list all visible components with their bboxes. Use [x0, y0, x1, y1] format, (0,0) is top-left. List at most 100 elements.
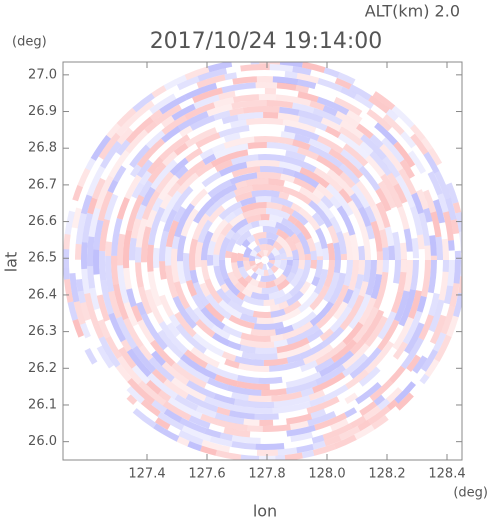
radar-cell — [400, 337, 424, 370]
radar-cell — [349, 193, 364, 210]
radar-cell — [109, 365, 131, 391]
radar-cell — [265, 430, 288, 438]
radar-cell — [74, 259, 82, 280]
radar-cell — [195, 241, 204, 268]
radar-cell — [216, 288, 232, 305]
radar-cell — [375, 187, 392, 212]
radar-cell — [275, 221, 295, 238]
radar-cell — [159, 193, 173, 210]
radar-cell — [338, 188, 353, 204]
radar-cell — [200, 413, 219, 426]
radar-cell — [358, 245, 366, 260]
radar-cell — [106, 123, 121, 139]
radar-cell — [398, 370, 418, 392]
radar-cell — [279, 62, 303, 68]
radar-cell — [123, 267, 132, 290]
radar-cell — [349, 84, 372, 101]
radar-cell — [400, 260, 408, 273]
radar-cell — [72, 185, 83, 202]
radar-cell — [308, 138, 332, 154]
radar-cell — [430, 255, 437, 260]
radar-cell — [401, 201, 418, 239]
radar-cell — [453, 233, 461, 252]
radar-cell — [286, 324, 320, 345]
radar-cell — [281, 367, 318, 383]
radar-cell — [445, 197, 457, 221]
radar-cell — [365, 225, 375, 240]
radar-cell — [231, 62, 251, 67]
radar-cell — [92, 249, 100, 275]
radar-cell — [185, 127, 218, 148]
radar-cell — [260, 213, 270, 221]
radar-cell — [255, 267, 265, 276]
radar-cell — [117, 355, 143, 385]
radar-cell — [370, 274, 383, 300]
radar-cell — [232, 76, 257, 85]
radar-cell — [422, 341, 436, 359]
radar-cell — [171, 377, 207, 402]
radar-cell — [376, 251, 384, 260]
radar-cell — [163, 74, 187, 91]
radar-cell — [238, 266, 249, 280]
radar-cell — [233, 207, 244, 217]
radar-cell — [434, 170, 451, 200]
radar-cell — [311, 212, 325, 227]
radar-cell — [171, 235, 180, 250]
radar-cell — [400, 242, 407, 260]
radar-cell — [432, 332, 447, 352]
radar-cell — [80, 322, 91, 339]
radar-cell — [126, 386, 145, 404]
radar-cell — [299, 167, 330, 189]
radar-cell — [418, 314, 434, 341]
radar-cell — [216, 406, 231, 416]
radar-cell — [231, 435, 261, 444]
radar-cell — [240, 196, 257, 207]
radar-cell — [125, 129, 149, 154]
radar-cell — [278, 247, 286, 255]
radar-cell — [398, 168, 417, 195]
radar-cell — [359, 401, 378, 417]
radar-cell — [297, 91, 319, 103]
radar-cell — [71, 207, 82, 229]
radar-cell — [296, 444, 314, 454]
radar-cell — [297, 146, 319, 161]
radar-cell — [243, 246, 253, 258]
radar-cell — [277, 112, 300, 122]
radar-cell — [266, 232, 279, 241]
radar-cell — [312, 443, 336, 456]
radar-cell — [234, 281, 246, 293]
radar-cell — [184, 154, 203, 171]
radar-cell — [393, 260, 401, 284]
radar-cell — [404, 322, 425, 354]
radar-cell — [272, 76, 299, 85]
radar-cell — [315, 364, 346, 386]
radar-cell — [267, 238, 276, 246]
radar-cell — [348, 260, 359, 291]
radar-cell — [220, 222, 234, 237]
radar-cell — [275, 88, 299, 98]
radar-cell — [176, 76, 200, 91]
radar-cell — [148, 356, 175, 382]
radar-cell — [427, 147, 443, 166]
radar-cell — [323, 260, 335, 288]
radar-cell — [132, 345, 156, 373]
radar-cell — [222, 324, 243, 339]
radar-cell — [246, 118, 284, 126]
radar-cell — [420, 137, 433, 151]
radar-cell — [392, 316, 414, 351]
radar-cell — [157, 329, 184, 359]
radar-cell — [224, 358, 240, 369]
radar-cell — [225, 250, 232, 258]
radar-cell — [437, 193, 449, 213]
radar-cell — [265, 280, 276, 288]
radar-cell — [321, 247, 329, 260]
radar-cell — [269, 64, 294, 72]
radar-cell — [259, 165, 284, 174]
radar-cell — [90, 135, 111, 161]
radar-cell — [136, 159, 153, 178]
radar-cell — [235, 230, 252, 247]
radar-cell — [260, 275, 272, 282]
radar-cell — [158, 230, 169, 262]
radar-cell — [229, 172, 258, 185]
radar-cell — [348, 293, 372, 330]
